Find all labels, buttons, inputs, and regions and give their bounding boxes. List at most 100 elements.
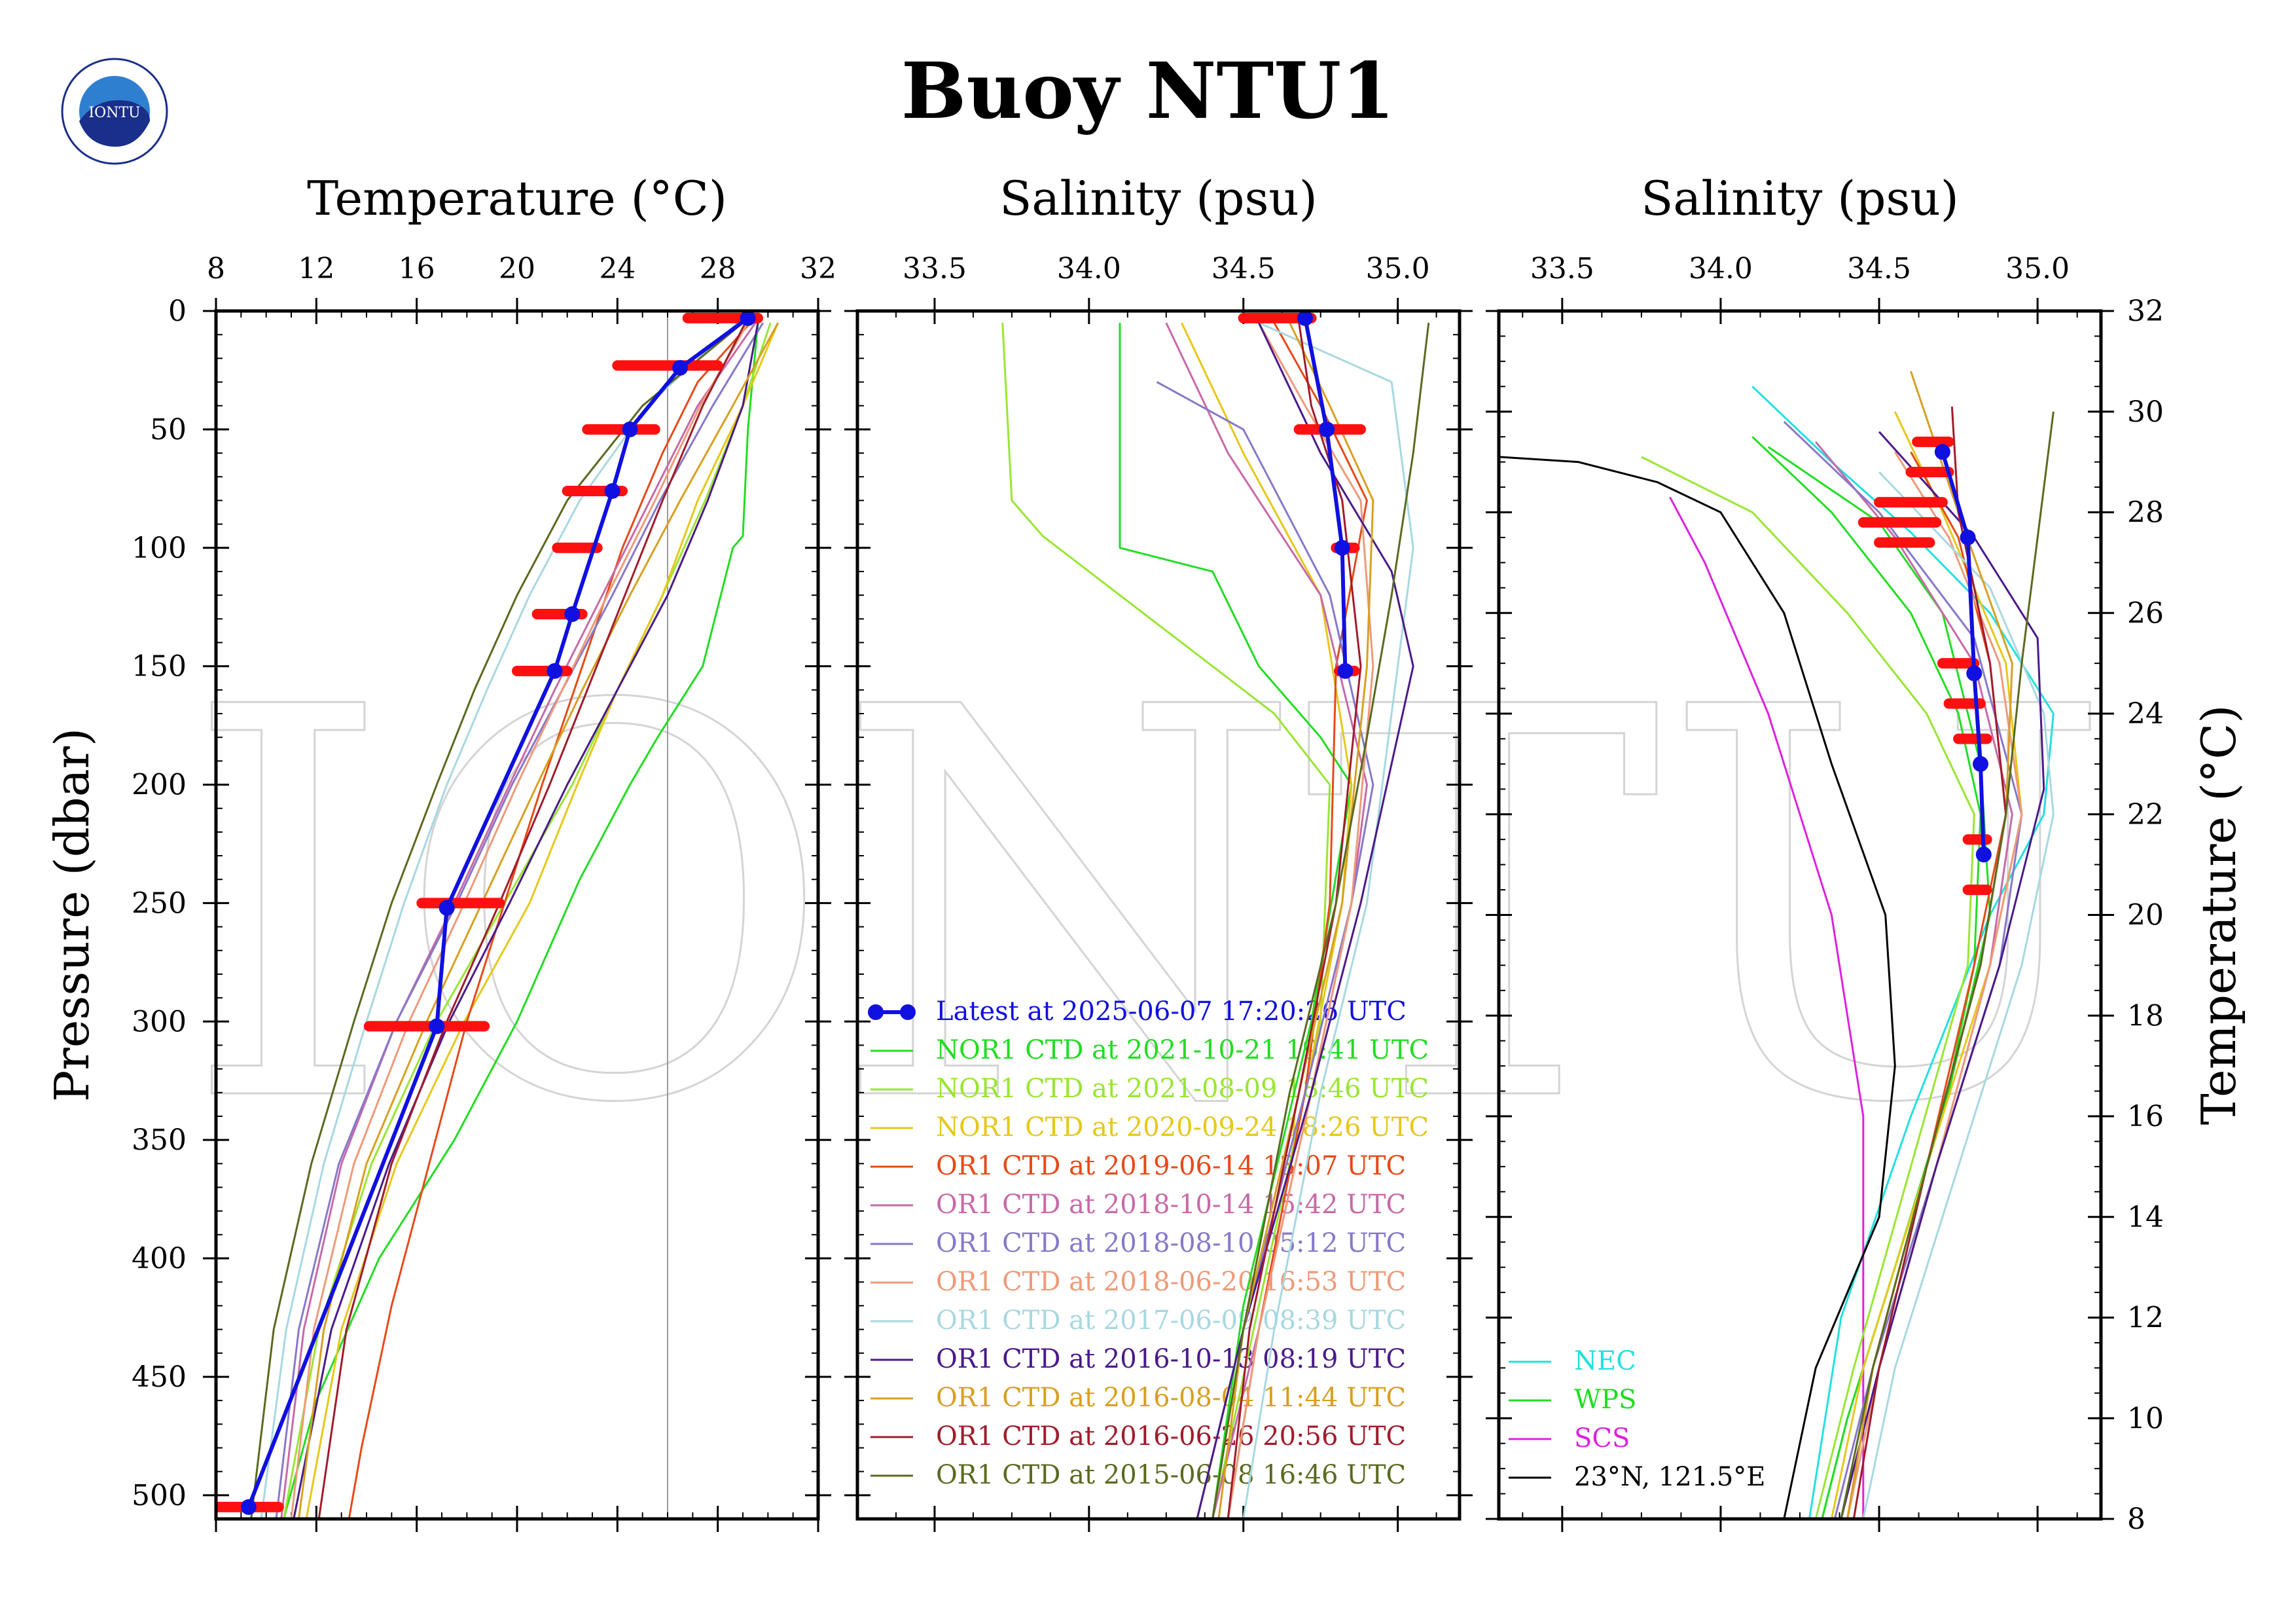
series-group bbox=[216, 311, 780, 1519]
legend-label: OR1 CTD at 2018-06-20 16:53 UTC bbox=[936, 1267, 1406, 1297]
y-tick-label: 24 bbox=[2127, 697, 2164, 731]
series-line-nor1_2020_09 bbox=[305, 322, 780, 1519]
latest-point bbox=[1297, 311, 1314, 326]
latest-point bbox=[740, 311, 756, 326]
y-axis-label: Pressure (dbar) bbox=[45, 728, 99, 1102]
series-line-or1_2017 bbox=[1862, 471, 2054, 1519]
legend-label: NEC bbox=[1574, 1346, 1636, 1376]
y-tick-label: 250 bbox=[132, 886, 187, 920]
panel-title: Temperature (°C) bbox=[307, 171, 727, 226]
legend-marker bbox=[868, 1004, 884, 1020]
iontu-logo: IONTU bbox=[59, 56, 170, 167]
legend-label: NOR1 CTD at 2021-10-21 19:41 UTC bbox=[936, 1035, 1429, 1065]
x-tick-label: 8 bbox=[207, 252, 225, 285]
x-tick-label: 34.5 bbox=[1847, 252, 1911, 285]
x-tick-label: 35.0 bbox=[2005, 252, 2070, 285]
x-tick-label: 24 bbox=[599, 252, 636, 285]
latest-point bbox=[439, 900, 455, 916]
series-line-or1_2015 bbox=[1840, 411, 2054, 1519]
series-line-nor1_2021_08 bbox=[283, 322, 772, 1519]
x-tick-label: 33.5 bbox=[1530, 252, 1594, 285]
series-line-or1_2019 bbox=[1227, 322, 1368, 1519]
page-title: Buoy NTU1 bbox=[901, 45, 1395, 136]
x-tick-label: 35.0 bbox=[1366, 252, 1430, 285]
latest-point bbox=[564, 606, 581, 623]
series-line-or1_2018_08 bbox=[1156, 381, 1374, 1519]
series-group bbox=[1499, 371, 2054, 1519]
y-tick-label: 300 bbox=[132, 1005, 187, 1038]
y-tick-label: 50 bbox=[150, 413, 187, 447]
series-group bbox=[1001, 311, 1430, 1519]
y-tick-label: 12 bbox=[2127, 1302, 2164, 1335]
y-tick-label: 200 bbox=[132, 769, 187, 802]
latest-point bbox=[1966, 665, 1982, 682]
series-line-ref_23n bbox=[1499, 456, 1896, 1519]
series-line-nor1_2021_08 bbox=[1001, 323, 1331, 1519]
y-tick-label: 400 bbox=[132, 1242, 187, 1275]
y-tick-label: 100 bbox=[132, 532, 187, 565]
legend-label: OR1 CTD at 2016-08-04 11:44 UTC bbox=[936, 1383, 1406, 1413]
x-tick-label: 34.0 bbox=[1689, 252, 1753, 285]
legend-label: OR1 CTD at 2016-06-26 20:56 UTC bbox=[936, 1421, 1406, 1451]
y-tick-label: 10 bbox=[2127, 1402, 2164, 1435]
latest-point bbox=[1960, 529, 1976, 545]
series-line-or1_2015 bbox=[1211, 322, 1430, 1519]
legend-label: NOR1 CTD at 2021-08-09 18:46 UTC bbox=[936, 1074, 1429, 1104]
y-tick-label: 500 bbox=[132, 1479, 187, 1512]
latest-point bbox=[622, 421, 638, 437]
latest-point bbox=[672, 359, 689, 376]
latest-point bbox=[1975, 847, 1992, 863]
y-tick-label: 18 bbox=[2127, 999, 2164, 1032]
series-line-or1_2016_10 bbox=[293, 322, 759, 1519]
y-tick-label: 30 bbox=[2127, 395, 2164, 429]
x-tick-label: 12 bbox=[298, 252, 334, 285]
legend-label: WPS bbox=[1574, 1385, 1636, 1415]
x-tick-label: 32 bbox=[800, 252, 836, 285]
series-line-latest bbox=[1303, 318, 1348, 671]
legend-label: OR1 CTD at 2018-10-14 15:42 UTC bbox=[936, 1190, 1406, 1220]
y-tick-label: 26 bbox=[2127, 596, 2164, 630]
y-tick-label: 0 bbox=[168, 295, 187, 328]
series-line-or1_2018_10 bbox=[280, 322, 757, 1519]
legend-label: NOR1 CTD at 2020-09-24 18:26 UTC bbox=[936, 1112, 1429, 1142]
panel-frame bbox=[855, 309, 1462, 1521]
series-line-or1_2018_06 bbox=[290, 322, 749, 1519]
y-tick-label: 32 bbox=[2127, 295, 2164, 328]
latest-point bbox=[1319, 421, 1335, 437]
y-tick-label: 14 bbox=[2127, 1201, 2164, 1234]
y-tick-label: 450 bbox=[132, 1360, 187, 1394]
series-line-or1_2017 bbox=[1242, 321, 1414, 1519]
y-tick-label: 20 bbox=[2127, 899, 2164, 932]
y-axis-label: Temperature (°C) bbox=[2191, 705, 2246, 1125]
series-line-or1_2016_06 bbox=[317, 322, 747, 1519]
x-tick-label: 33.5 bbox=[903, 252, 967, 285]
y-tick-label: 8 bbox=[2127, 1503, 2145, 1536]
x-tick-label: 16 bbox=[399, 252, 435, 285]
x-tick-label: 28 bbox=[700, 252, 736, 285]
latest-point bbox=[1973, 756, 1988, 772]
series-line-nor1_2021_08 bbox=[1641, 456, 1975, 1519]
series-line-or1_2018_06 bbox=[1227, 322, 1374, 1519]
logo-text: IONTU bbox=[88, 105, 140, 121]
series-line-or1_2016_06 bbox=[1227, 322, 1362, 1519]
legend-label: OR1 CTD at 2019-06-14 13:07 UTC bbox=[936, 1151, 1406, 1181]
x-tick-label: 34.5 bbox=[1211, 252, 1276, 285]
latest-point bbox=[1337, 663, 1354, 679]
y-tick-label: 28 bbox=[2127, 496, 2164, 530]
legend-label: OR1 CTD at 2015-06-08 16:46 UTC bbox=[936, 1460, 1406, 1490]
legend-label: SCS bbox=[1574, 1423, 1630, 1453]
series-line-or1_2016_10 bbox=[1840, 431, 2045, 1519]
latest-point bbox=[547, 663, 563, 679]
panel-title: Salinity (psu) bbox=[999, 171, 1318, 226]
y-tick-label: 22 bbox=[2127, 798, 2164, 831]
panel-title: Salinity (psu) bbox=[1641, 171, 1959, 226]
y-tick-label: 16 bbox=[2127, 1100, 2164, 1133]
series-line-or1_2016_08 bbox=[1217, 322, 1374, 1519]
series-line-or1_2017 bbox=[260, 321, 739, 1519]
series-line-or1_2015 bbox=[250, 321, 744, 1519]
y-tick-label: 150 bbox=[132, 650, 187, 684]
series-line-or1_2018_08 bbox=[1783, 421, 2023, 1519]
panel-frame bbox=[1497, 309, 2103, 1521]
latest-point bbox=[1934, 444, 1950, 460]
